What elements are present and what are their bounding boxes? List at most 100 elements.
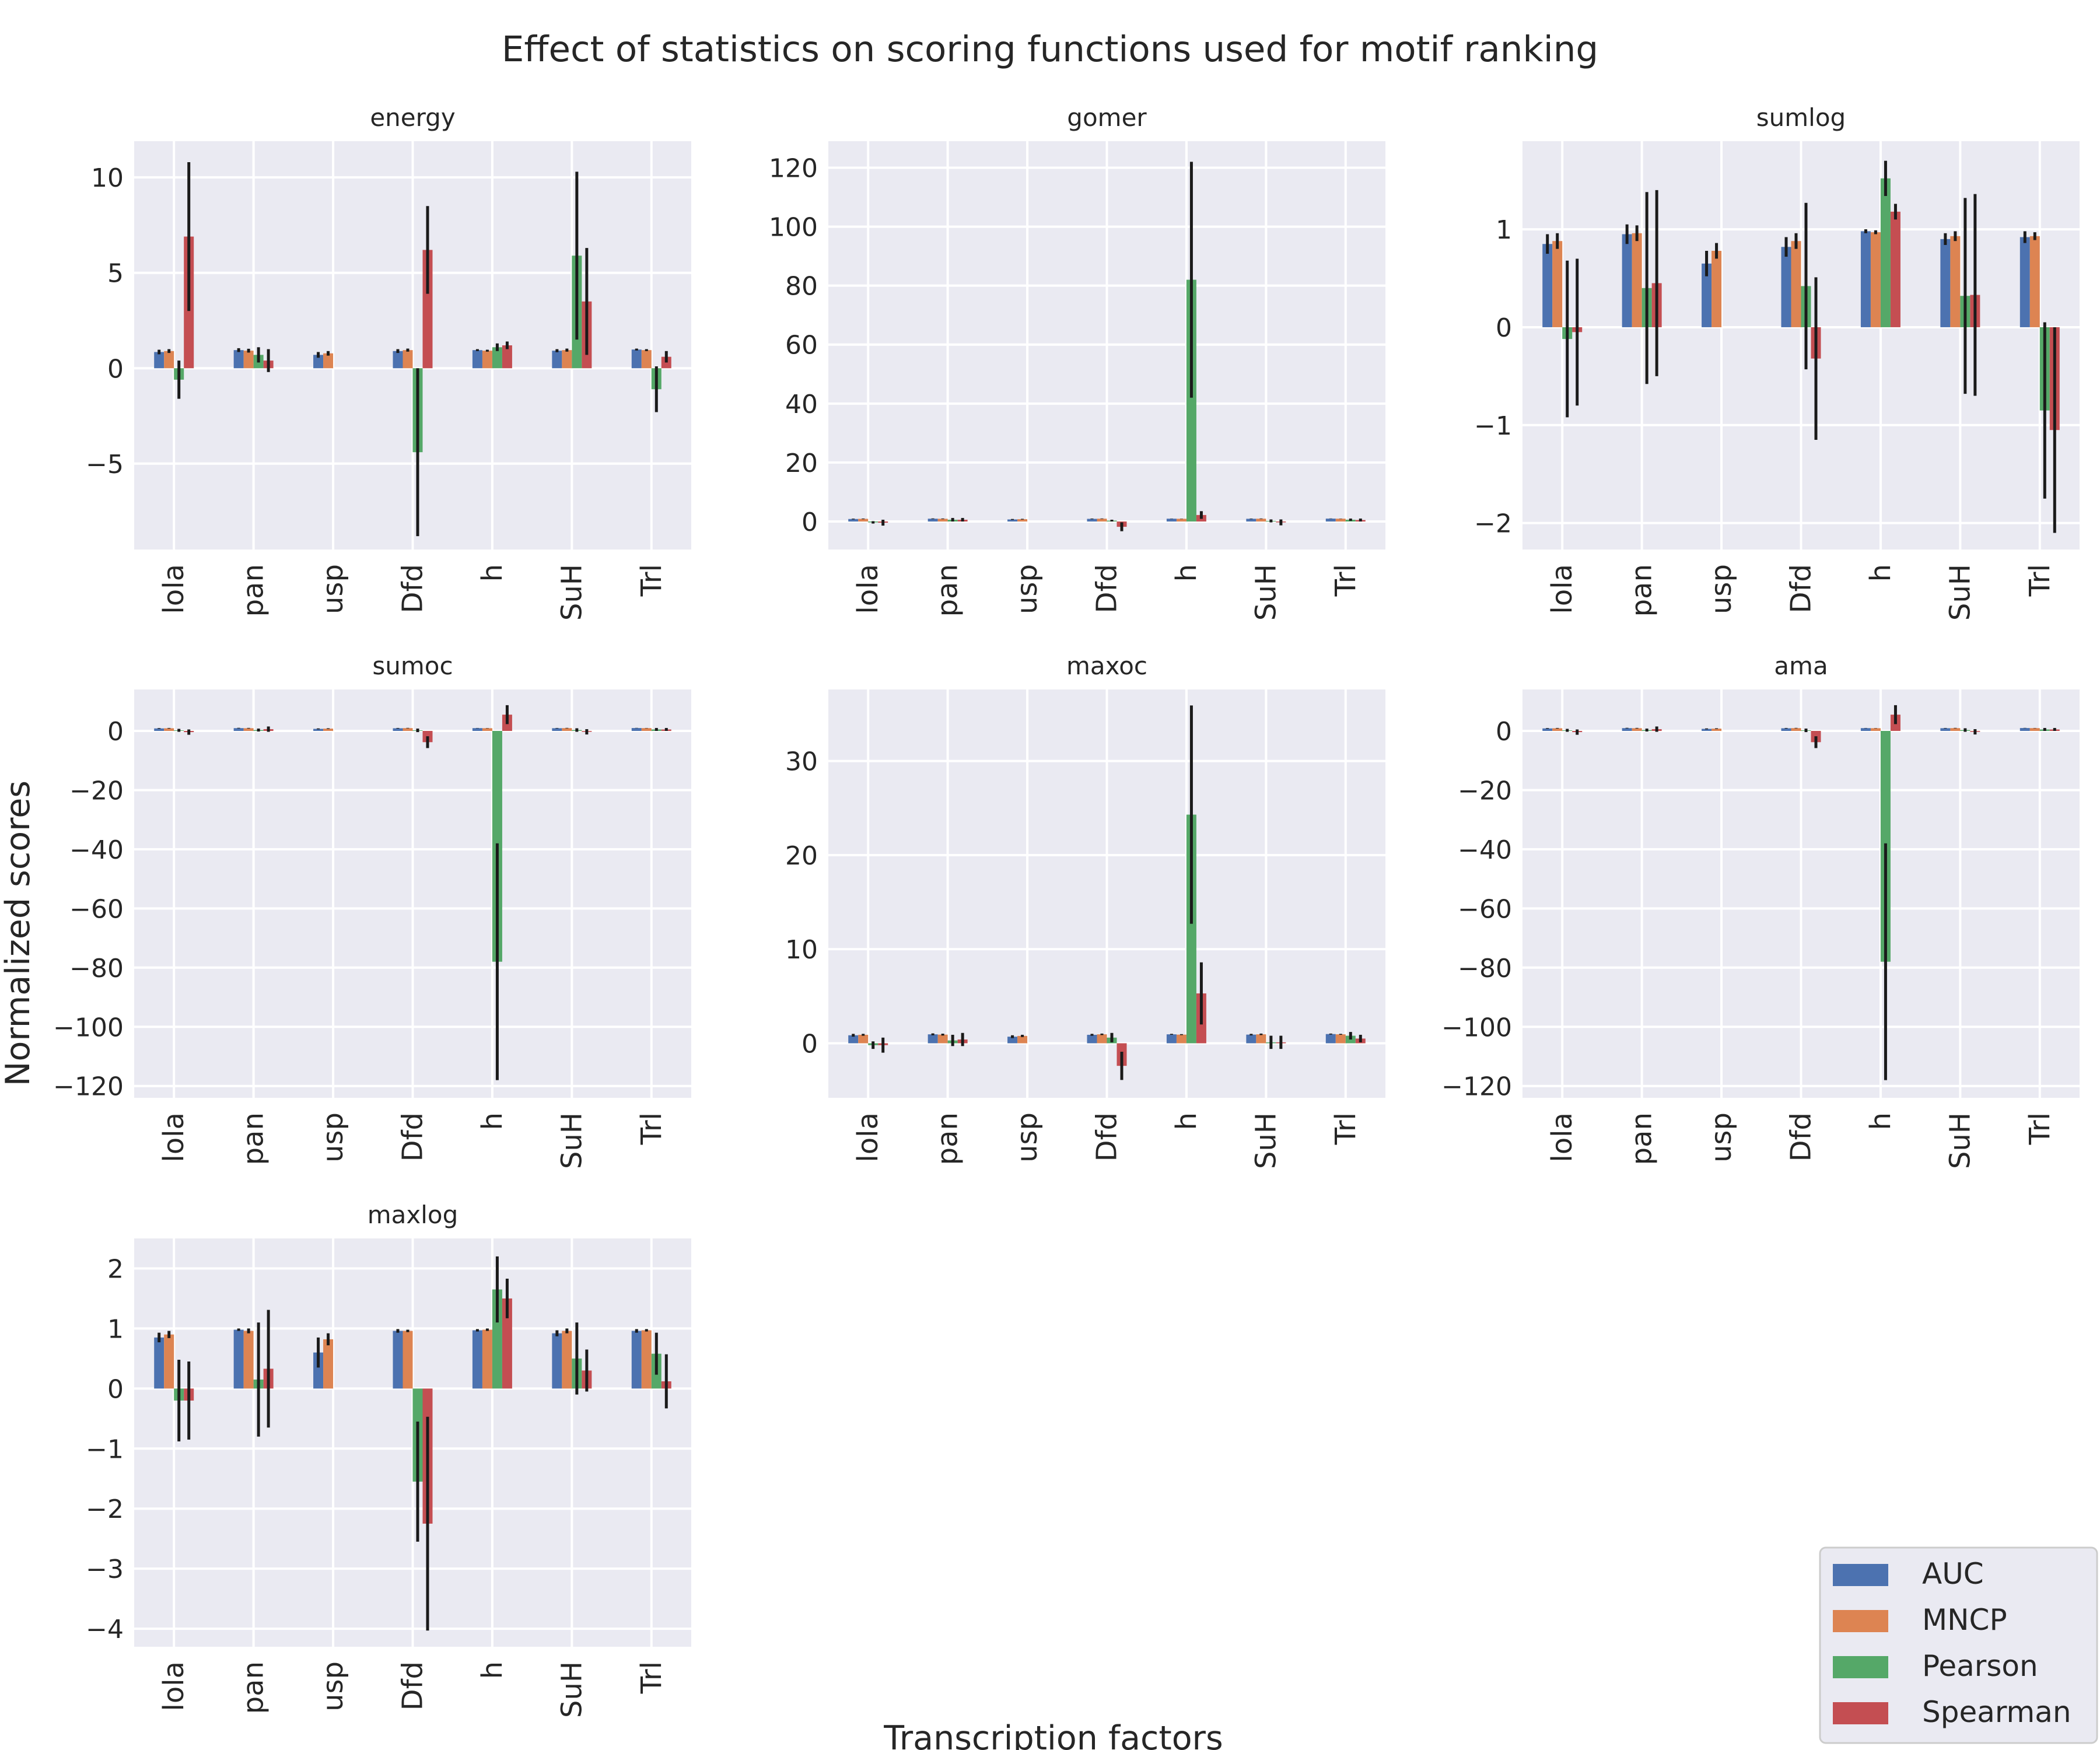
bar-mncp-lola <box>164 1334 174 1389</box>
bar-mncp-SuH <box>562 1331 572 1389</box>
bar-mncp-SuH <box>1950 728 1961 732</box>
bar-auc-pan <box>233 1329 244 1389</box>
y-tick-label: −5 <box>86 450 124 480</box>
x-tick-label: Dfd <box>397 1112 429 1161</box>
subplot-title: gomer <box>1067 103 1147 132</box>
bar-mncp-SuH <box>562 728 572 732</box>
y-tick-label: −80 <box>1458 954 1512 984</box>
bar-auc-lola <box>1542 728 1553 732</box>
bar-auc-SuH <box>552 1333 562 1389</box>
legend-box <box>1819 1546 2098 1744</box>
y-tick-label: −20 <box>1458 776 1512 806</box>
y-tick-label: 0 <box>107 354 124 384</box>
y-tick-label: −20 <box>69 776 124 806</box>
bar-mncp-lola <box>164 728 174 732</box>
bar-mncp-pan <box>243 1331 254 1389</box>
y-tick-label: 0 <box>1496 313 1512 343</box>
x-tick-label: pan <box>932 564 964 617</box>
bar-pearson-h <box>492 1289 502 1389</box>
y-tick-label: 20 <box>785 449 818 478</box>
x-tick-label: h <box>1864 1112 1897 1130</box>
bar-mncp-h <box>1870 232 1881 327</box>
x-tick-label: h <box>1864 564 1897 582</box>
y-tick-label: −2 <box>86 1494 124 1524</box>
x-tick-label: usp <box>317 564 349 614</box>
bar-pearson-h <box>1880 178 1891 327</box>
x-tick-label: lola <box>852 1112 884 1162</box>
bar-pearson-h <box>492 347 502 369</box>
bar-mncp-SuH <box>1256 1034 1266 1044</box>
bar-auc-Dfd <box>1781 728 1791 732</box>
y-tick-label: 5 <box>107 259 124 289</box>
y-tick-label: 1 <box>1496 215 1512 245</box>
x-tick-label: h <box>1170 564 1203 582</box>
bar-mncp-lola <box>858 1034 869 1044</box>
bar-mncp-SuH <box>562 350 572 369</box>
bar-auc-h <box>472 1330 482 1389</box>
bar-mncp-h <box>1176 519 1186 522</box>
bar-auc-Dfd <box>393 1331 403 1389</box>
bar-auc-h <box>1860 728 1871 732</box>
bar-auc-Trl <box>2020 728 2030 732</box>
bar-mncp-Trl <box>2029 728 2040 732</box>
bar-auc-pan <box>1622 234 1632 327</box>
bar-mncp-Dfd <box>1097 519 1107 522</box>
bar-auc-pan <box>233 350 244 369</box>
x-tick-label: Dfd <box>1091 564 1124 613</box>
bar-mncp-Trl <box>2029 236 2040 327</box>
bar-mncp-Trl <box>641 1330 652 1389</box>
bar-pearson-h <box>1186 279 1196 522</box>
bar-auc-lola <box>848 519 859 522</box>
bar-mncp-h <box>482 351 492 369</box>
y-axis-label: Normalized scores <box>0 780 37 1086</box>
subplot-title: sumlog <box>1756 103 1846 132</box>
y-tick-label: −100 <box>1441 1013 1512 1042</box>
bar-auc-lola <box>154 352 164 369</box>
y-tick-label: −1 <box>86 1434 124 1464</box>
bar-auc-Dfd <box>393 728 403 732</box>
legend-swatch-spearman <box>1833 1702 1888 1724</box>
bar-auc-Trl <box>631 1331 642 1389</box>
x-tick-label: pan <box>1626 564 1658 617</box>
bar-auc-pan <box>928 1034 938 1044</box>
bar-auc-pan <box>233 728 244 732</box>
subplot-sumoc: −120 −100 −80 −60 −40 −20 0 lola pan usp Dfd h SuH Tr… <box>53 652 691 1169</box>
y-tick-label: −2 <box>1474 509 1512 539</box>
bar-mncp-h <box>482 1329 492 1389</box>
y-tick-label: −60 <box>1458 894 1512 924</box>
bar-auc-pan <box>1622 728 1632 732</box>
x-tick-label: h <box>476 1112 509 1130</box>
bar-auc-pan <box>928 519 938 522</box>
subplot-title: energy <box>370 103 455 132</box>
x-tick-label: Trl <box>635 1661 668 1694</box>
bar-mncp-pan <box>243 351 254 369</box>
bar-auc-lola <box>848 1035 859 1044</box>
bar-mncp-h <box>1870 728 1881 732</box>
y-tick-label: −60 <box>69 894 124 924</box>
bar-auc-Dfd <box>1087 1034 1097 1044</box>
bar-mncp-h <box>482 728 492 732</box>
bar-mncp-Trl <box>641 728 652 732</box>
x-tick-label: Trl <box>1329 564 1362 597</box>
x-tick-label: h <box>476 564 509 582</box>
bar-auc-SuH <box>1246 1034 1256 1044</box>
bar-spearman-h <box>1890 211 1901 327</box>
y-tick-label: −1 <box>1474 411 1512 441</box>
bar-auc-SuH <box>552 728 562 732</box>
bar-mncp-usp <box>1017 1035 1028 1044</box>
subplot-title: sumoc <box>372 652 453 680</box>
bar-auc-lola <box>154 1337 164 1389</box>
bar-auc-Trl <box>1325 519 1336 522</box>
x-tick-label: SuH <box>1250 564 1282 621</box>
y-tick-label: 2 <box>107 1254 124 1284</box>
y-tick-label: 0 <box>1496 717 1512 747</box>
y-tick-label: −120 <box>1441 1072 1512 1102</box>
subplot-title: ama <box>1774 652 1828 680</box>
legend-swatch-auc <box>1833 1564 1888 1586</box>
bar-mncp-usp <box>1712 729 1722 732</box>
bar-mncp-Dfd <box>1791 728 1801 732</box>
x-tick-label: SuH <box>555 564 588 621</box>
y-tick-label: −120 <box>53 1072 124 1102</box>
subplot-ama: −120 −100 −80 −60 −40 −20 0 lola pan usp Dfd h SuH Tr… <box>1441 652 2080 1169</box>
